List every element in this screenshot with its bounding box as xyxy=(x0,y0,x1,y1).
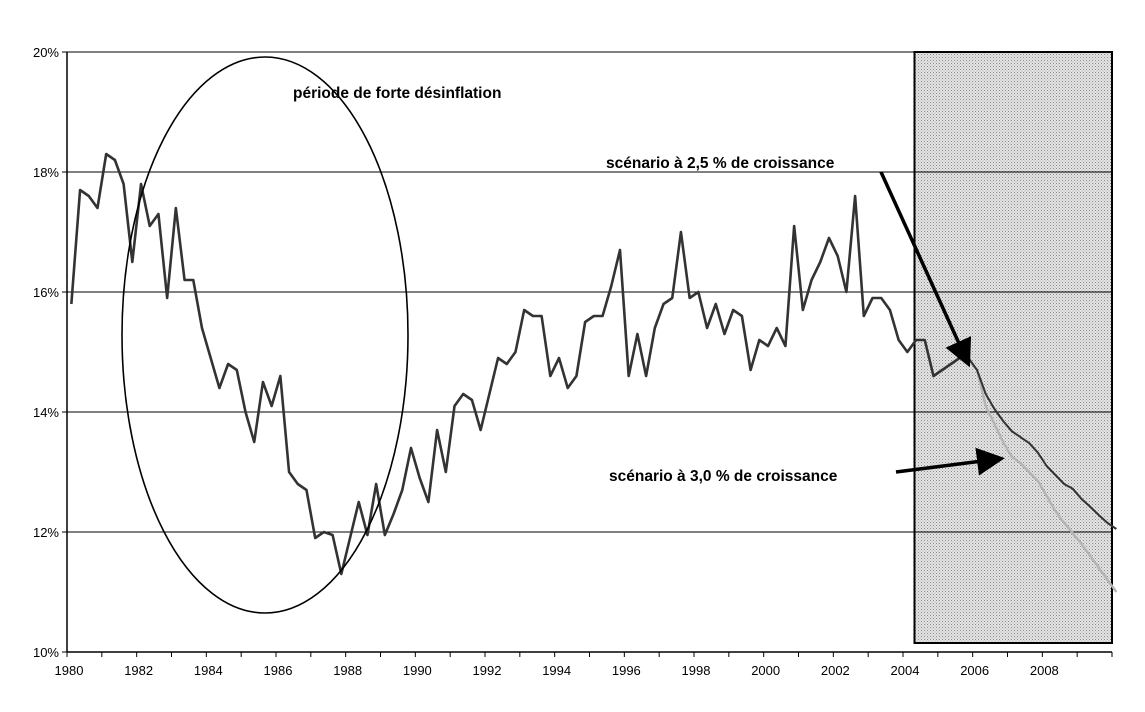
x-tick-label: 1992 xyxy=(473,663,502,678)
forecast-region xyxy=(913,51,1113,644)
series-historical xyxy=(70,152,969,576)
annotation-scenario-25: scénario à 2,5 % de croissance xyxy=(606,155,835,172)
x-tick-label: 2000 xyxy=(751,663,780,678)
x-tick-label: 2004 xyxy=(891,663,920,678)
series-scenario-30 xyxy=(967,357,1118,593)
y-tick-label: 16% xyxy=(33,285,59,300)
disinflation-ellipse xyxy=(121,56,409,614)
x-tick-label: 1988 xyxy=(333,663,362,678)
y-tick-label: 18% xyxy=(33,165,59,180)
x-tick-label: 2002 xyxy=(821,663,850,678)
annotation-scenario-30: scénario à 3,0 % de croissance xyxy=(609,468,838,485)
annotation-disinflation: période de forte désinflation xyxy=(293,85,501,102)
x-tick-label: 1998 xyxy=(682,663,711,678)
series-scenario-25 xyxy=(967,357,1117,530)
y-tick-label: 14% xyxy=(33,405,59,420)
x-tick-label: 1990 xyxy=(403,663,432,678)
arrow-scenario-25 xyxy=(879,171,972,368)
x-tick-label: 1986 xyxy=(264,663,293,678)
x-tick-label: 2008 xyxy=(1030,663,1059,678)
x-tick-label: 1984 xyxy=(194,663,223,678)
y-tick-label: 12% xyxy=(33,525,59,540)
x-tick-label: 1996 xyxy=(612,663,641,678)
arrow-scenario-30 xyxy=(895,447,1005,476)
x-tick-label: 1994 xyxy=(542,663,571,678)
x-tick-label: 1982 xyxy=(124,663,153,678)
y-tick-label: 20% xyxy=(33,45,59,60)
x-tick-label: 2006 xyxy=(960,663,989,678)
x-tick-label: 1980 xyxy=(55,663,84,678)
y-tick-label: 10% xyxy=(33,645,59,660)
